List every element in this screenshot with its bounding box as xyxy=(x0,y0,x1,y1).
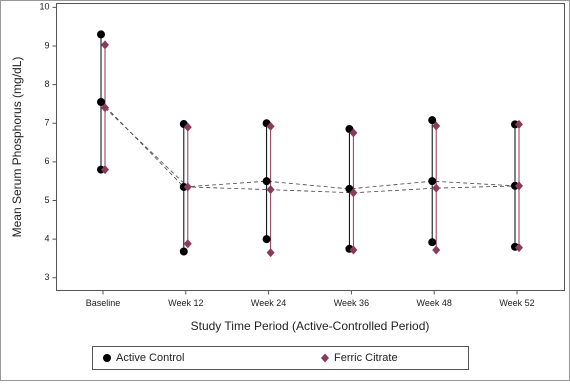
mean-marker xyxy=(428,177,437,186)
y-tick-label: 3 xyxy=(44,272,49,282)
x-tick-label: Week 36 xyxy=(334,298,369,308)
high-marker xyxy=(515,119,523,129)
low-marker xyxy=(183,239,192,249)
plot-area xyxy=(56,3,565,291)
low-marker xyxy=(266,248,275,258)
y-tick-label: 6 xyxy=(44,156,49,166)
legend-box xyxy=(92,346,469,370)
mean-marker xyxy=(97,97,105,106)
mean-marker xyxy=(101,103,109,113)
legend-marker xyxy=(103,354,111,362)
y-tick-label: 4 xyxy=(44,234,49,244)
y-tick-label: 9 xyxy=(44,40,49,50)
x-tick-label: Week 12 xyxy=(168,298,203,308)
mean-marker xyxy=(515,181,523,191)
y-axis-title: Mean Serum Phosphorus (mg/dL) xyxy=(10,57,24,238)
high-marker xyxy=(97,30,105,39)
low-marker xyxy=(262,235,271,244)
low-marker xyxy=(432,245,441,255)
high-marker xyxy=(266,121,275,131)
low-marker xyxy=(428,238,437,247)
y-tick-label: 7 xyxy=(44,118,49,128)
y-tick-label: 5 xyxy=(44,195,49,205)
high-marker xyxy=(432,121,441,131)
x-tick-label: Week 52 xyxy=(499,298,534,308)
legend-label: Active Control xyxy=(116,352,184,364)
legend-marker xyxy=(321,353,329,363)
x-tick-label: Baseline xyxy=(86,298,121,308)
mean-marker xyxy=(183,182,192,192)
high-marker xyxy=(101,40,109,50)
mean-line xyxy=(104,107,520,194)
mean-marker xyxy=(262,177,271,186)
x-tick-label: Week 48 xyxy=(417,298,452,308)
high-marker xyxy=(428,116,437,125)
mean-marker xyxy=(432,183,441,193)
mean-marker xyxy=(266,185,275,195)
y-tick-label: 10 xyxy=(39,2,49,12)
x-axis-title: Study Time Period (Active-Controlled Per… xyxy=(191,319,430,333)
x-tick-label: Week 24 xyxy=(251,298,286,308)
mean-line xyxy=(100,101,516,190)
mean-marker xyxy=(349,188,358,198)
legend-label: Ferric Citrate xyxy=(334,352,398,364)
low-marker xyxy=(349,245,358,255)
high-marker xyxy=(349,128,358,138)
y-tick-label: 8 xyxy=(44,79,49,89)
low-marker xyxy=(179,247,188,256)
low-marker xyxy=(515,243,523,253)
high-marker xyxy=(183,122,192,132)
low-marker xyxy=(101,165,109,175)
